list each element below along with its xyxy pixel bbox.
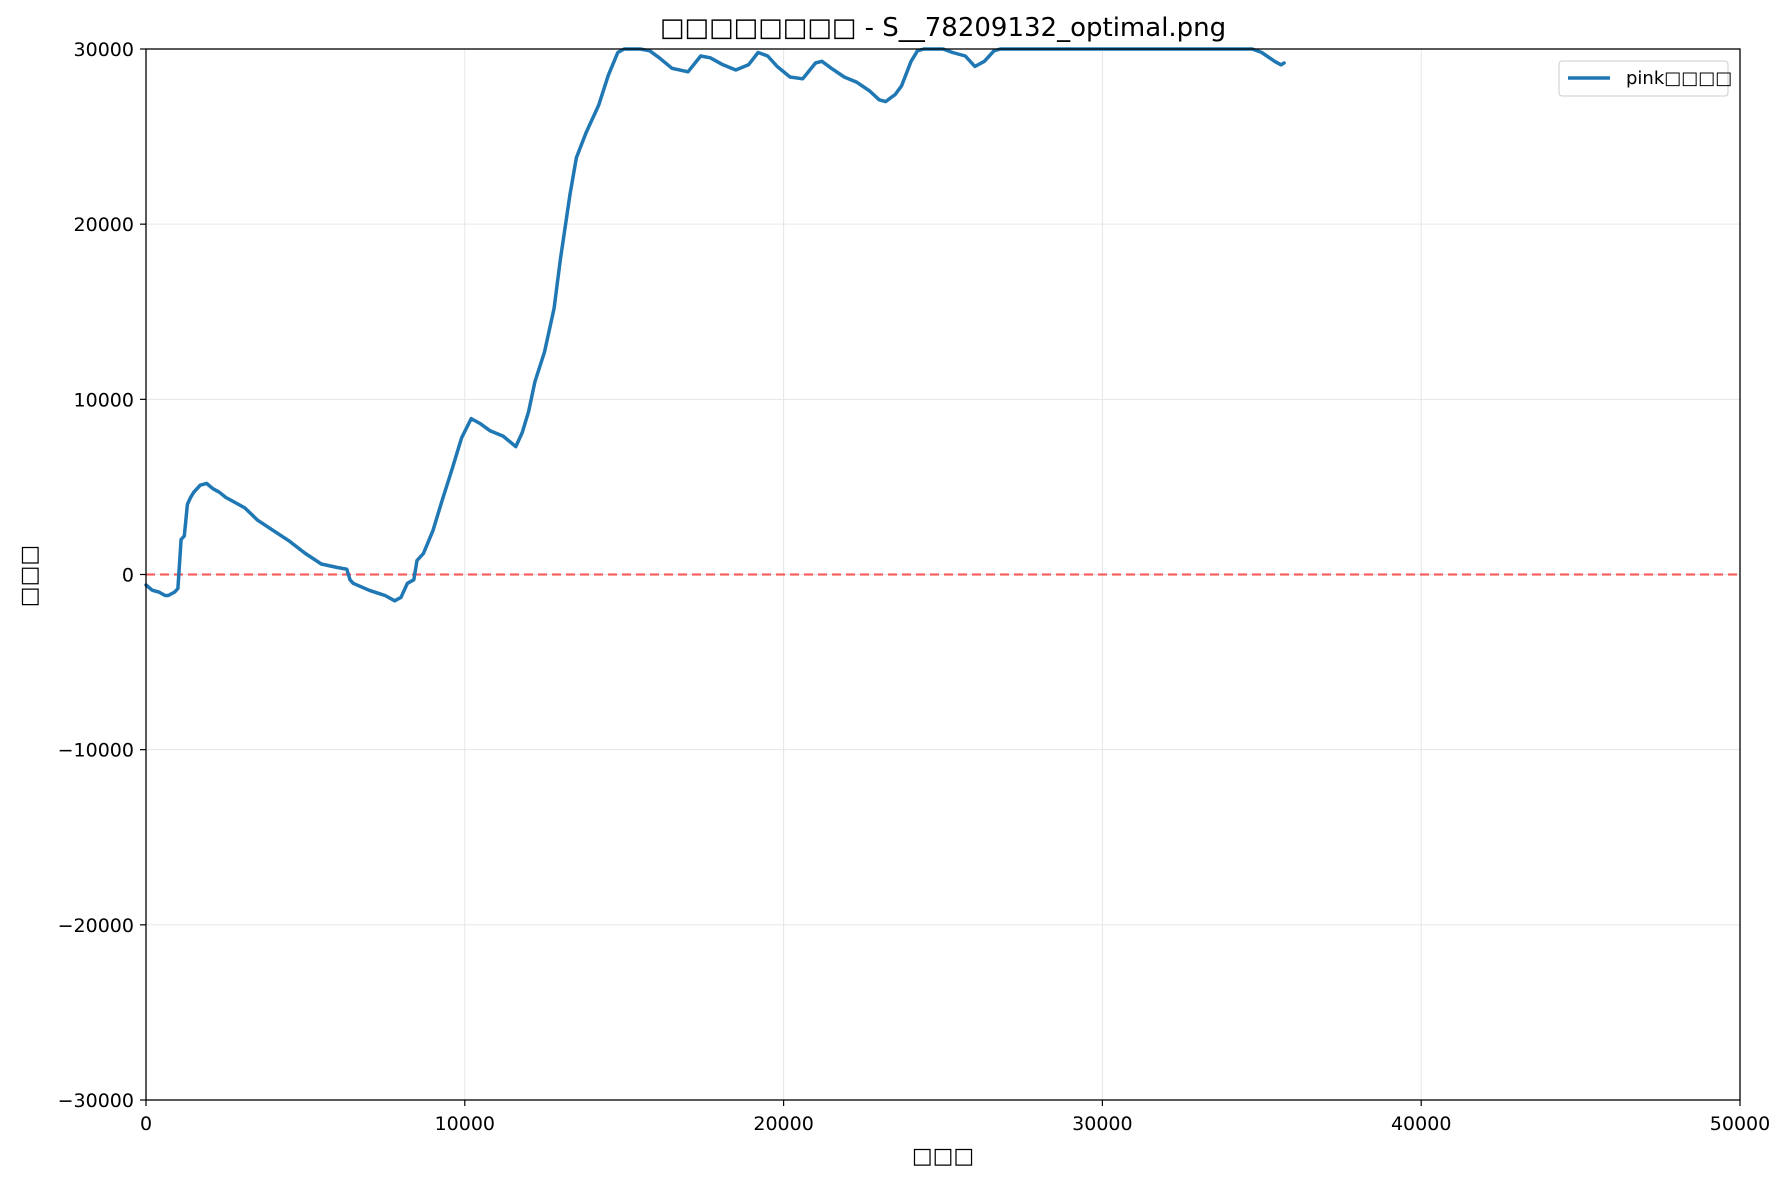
legend: pink□□□□ xyxy=(1558,60,1732,97)
series-line xyxy=(144,47,1286,603)
chart-title: □□□□□□□□ - S__78209132_optimal.png xyxy=(660,13,1226,43)
x-tick-label: 0 xyxy=(140,1113,152,1135)
x-tick-label: 40000 xyxy=(1391,1113,1451,1135)
y-tick-label: −20000 xyxy=(58,915,134,937)
legend-box xyxy=(1558,60,1729,97)
y-axis-ticks: −30000 −20000 −10000 0 10000 20000 30000 xyxy=(58,39,146,1112)
series-layer xyxy=(144,47,1286,603)
y-tick-label: −10000 xyxy=(58,740,134,762)
y-tick-label: 30000 xyxy=(74,39,134,61)
y-tick-label: 10000 xyxy=(74,389,134,411)
x-axis-label: □□□ xyxy=(912,1144,974,1169)
legend-label: pink□□□□ xyxy=(1626,68,1732,89)
y-tick-label: 20000 xyxy=(74,214,134,236)
x-tick-label: 10000 xyxy=(435,1113,495,1135)
y-axis-label: □□□ xyxy=(17,545,42,607)
y-tick-label: 0 xyxy=(122,565,134,587)
x-axis-ticks: 0 10000 20000 30000 40000 50000 xyxy=(140,1100,1770,1135)
x-tick-label: 30000 xyxy=(1072,1113,1132,1135)
x-tick-label: 50000 xyxy=(1710,1113,1770,1135)
y-tick-label: −30000 xyxy=(58,1090,134,1112)
x-tick-label: 20000 xyxy=(753,1113,813,1135)
